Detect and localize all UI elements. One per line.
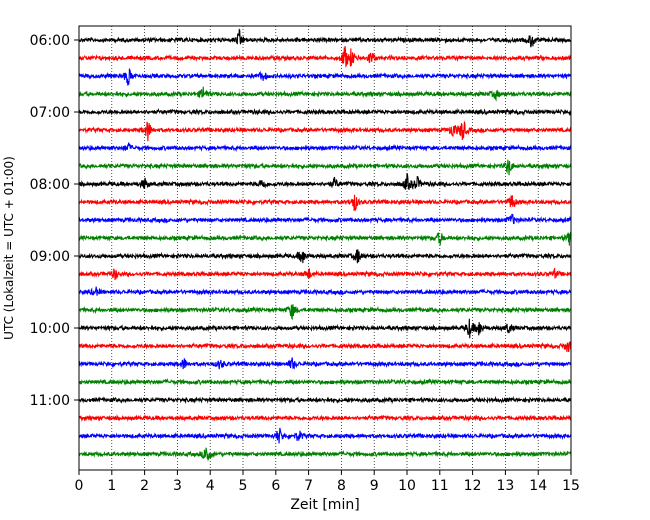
- x-tick-label-15: 15: [562, 478, 580, 494]
- y-axis-label: UTC (Lokalzeit = UTC + 01:00): [2, 156, 16, 340]
- x-tick-label-4: 4: [206, 478, 215, 494]
- trace-1000: [78, 318, 572, 339]
- trace-0845: [78, 231, 572, 246]
- y-tick-label-0700: 07:00: [30, 105, 70, 121]
- x-tick-label-13: 13: [496, 478, 514, 494]
- y-tick-label-0800: 08:00: [30, 177, 70, 193]
- trace-0815: [78, 194, 572, 212]
- trace-0915: [78, 268, 572, 281]
- plot-frame: [78, 25, 572, 471]
- y-tick-label-0900: 09:00: [30, 249, 70, 265]
- trace-1030: [78, 357, 572, 370]
- x-tick-label-6: 6: [271, 478, 280, 494]
- trace-1100: [78, 395, 572, 405]
- y-tick-label-0600: 06:00: [30, 33, 70, 49]
- y-tick-label-1000: 10:00: [30, 321, 70, 337]
- trace-1045: [78, 377, 572, 387]
- trace-1130: [78, 427, 572, 444]
- trace-0745: [78, 159, 572, 176]
- x-tick-label-10: 10: [398, 478, 416, 494]
- trace-0930: [78, 286, 572, 297]
- trace-0630: [78, 68, 572, 86]
- trace-1145: [78, 447, 572, 462]
- trace-0715: [78, 120, 572, 142]
- trace-0645: [78, 86, 572, 102]
- x-tick-label-7: 7: [304, 478, 313, 494]
- trace-0700: [78, 108, 572, 117]
- x-tick-label-9: 9: [370, 478, 379, 494]
- y-axis: 06:00 07:00 08:00 09:00 10:00 11:00: [30, 33, 79, 409]
- x-tick-label-5: 5: [239, 478, 248, 494]
- trace-1015: [78, 341, 572, 353]
- trace-0730: [78, 142, 572, 153]
- x-tick-label-8: 8: [337, 478, 346, 494]
- grid-lines: [111, 26, 539, 470]
- trace-0830: [78, 213, 572, 225]
- trace-0945: [78, 304, 572, 321]
- x-axis-label: Zeit [min]: [290, 497, 359, 513]
- trace-1115: [78, 413, 572, 423]
- x-tick-label-14: 14: [529, 478, 547, 494]
- trace-0615: [78, 46, 572, 68]
- x-tick-label-11: 11: [431, 478, 449, 494]
- x-tick-label-12: 12: [464, 478, 482, 494]
- trace-0600: [78, 28, 572, 48]
- traces-group: [78, 28, 572, 462]
- trace-0900: [78, 249, 572, 264]
- x-tick-label-3: 3: [173, 478, 182, 494]
- x-tick-label-0: 0: [75, 478, 84, 494]
- trace-0800: [78, 172, 572, 190]
- y-tick-label-1100: 11:00: [30, 393, 70, 409]
- x-axis: 0 1 2 3 4 5 6 7 8 9 10 11 12 13 14 15: [75, 470, 580, 494]
- x-tick-label-1: 1: [107, 478, 116, 494]
- x-tick-label-2: 2: [140, 478, 149, 494]
